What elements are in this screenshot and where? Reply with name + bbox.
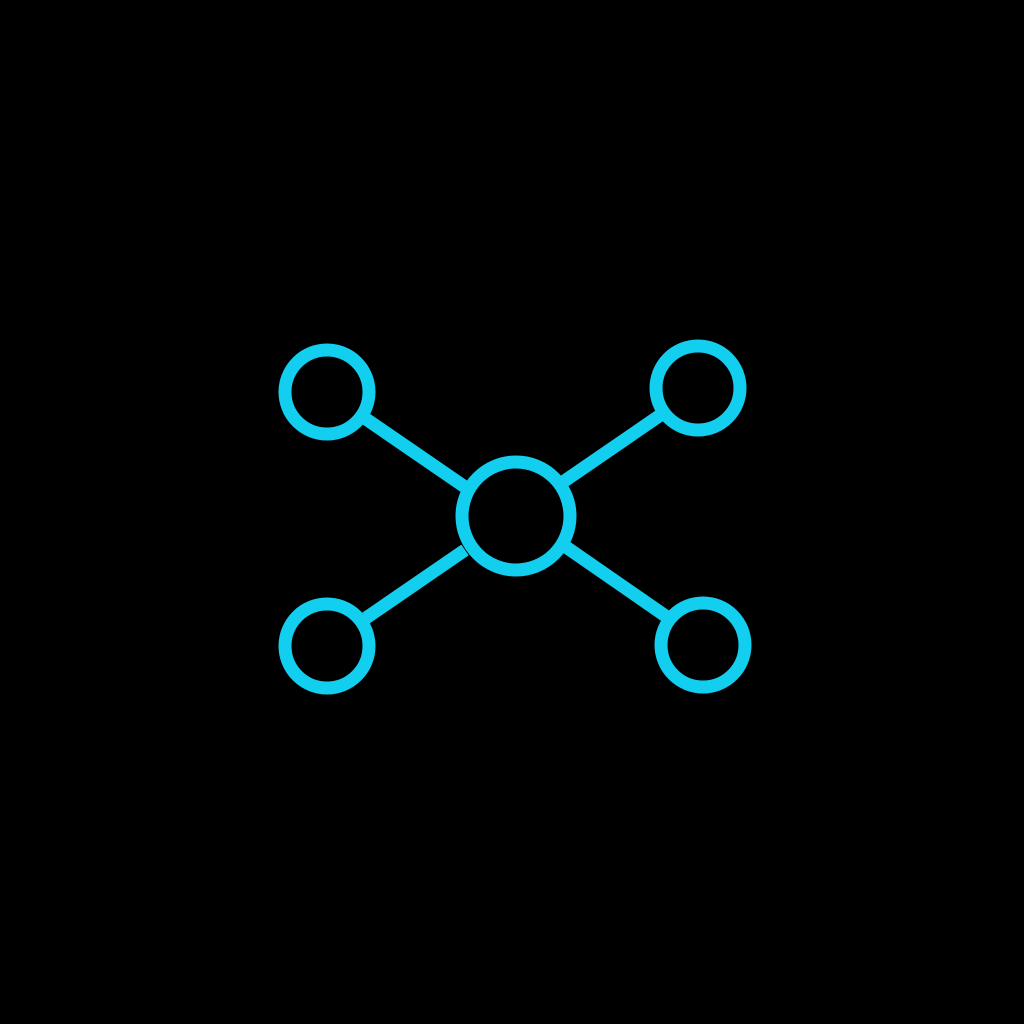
center-node <box>455 455 577 577</box>
connection-lines <box>362 408 671 624</box>
link-top-left <box>362 413 469 493</box>
top-right-node <box>649 339 747 437</box>
bottom-left-node <box>278 597 376 695</box>
link-bottom-right <box>562 541 671 623</box>
link-top-right <box>559 408 666 488</box>
bottom-right-node <box>654 596 752 694</box>
network-nodes <box>278 339 752 695</box>
top-left-node <box>278 343 376 441</box>
link-bottom-left <box>362 544 469 624</box>
